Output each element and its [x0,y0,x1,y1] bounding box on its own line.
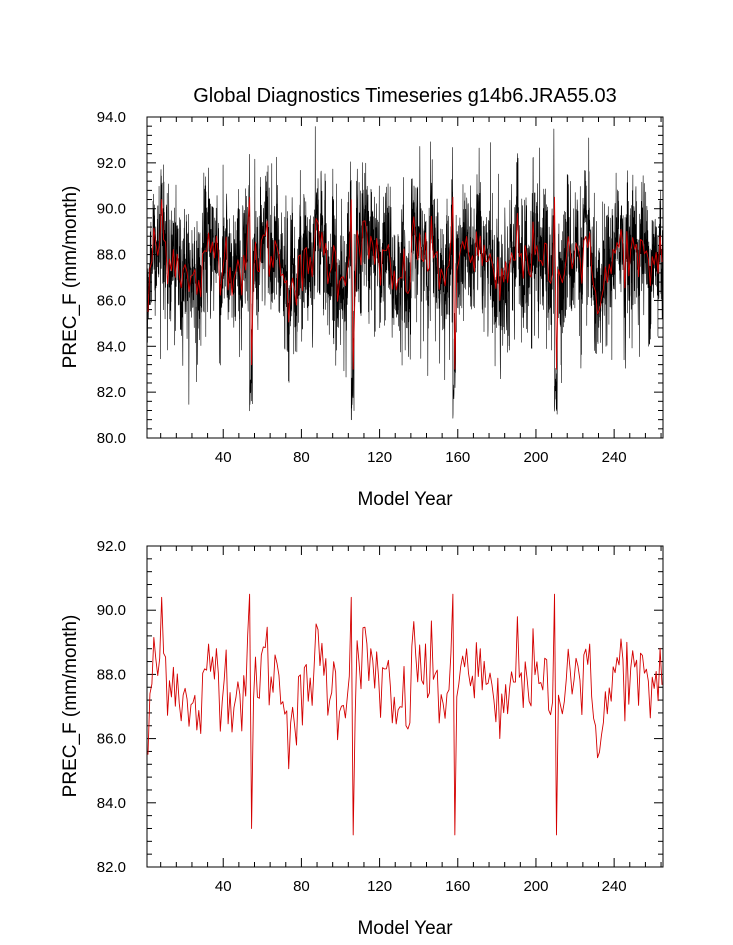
series-line-monthly [146,126,664,421]
y-axis-title: PREC_F (mm/month) [60,186,81,369]
y-tick-label: 80.0 [97,430,126,447]
plot-frame [146,545,664,868]
y-tick-label: 86.0 [97,292,126,309]
x-tick-label: 80 [293,878,310,895]
x-tick-label: 120 [367,449,392,466]
y-tick-label: 92.0 [97,538,126,555]
x-tick-label: 160 [445,878,470,895]
y-tick-label: 84.0 [97,795,126,812]
x-tick-label: 240 [602,449,627,466]
y-tick-label: 82.0 [97,384,126,401]
x-tick-label: 40 [215,449,232,466]
x-tick-label: 200 [523,449,548,466]
y-axis-title: PREC_F (mm/month) [60,615,81,798]
y-tick-label: 88.0 [97,247,126,264]
timeseries-panel-monthly: Global Diagnostics Timeseries g14b6.JRA5… [60,85,664,510]
y-tick-label: 84.0 [97,338,126,355]
x-axis-title: Model Year [357,918,453,939]
y-tick-label: 90.0 [97,602,126,619]
x-tick-label: 120 [367,878,392,895]
y-tick-label: 94.0 [97,109,126,126]
x-tick-label: 200 [523,878,548,895]
y-tick-label: 92.0 [97,155,126,172]
x-tick-label: 80 [293,449,310,466]
axis-ticks [147,545,663,868]
x-tick-label: 40 [215,878,232,895]
y-tick-label: 90.0 [97,201,126,218]
x-tick-label: 160 [445,449,470,466]
plot-frame [146,116,664,439]
series-line-annual [147,196,663,370]
series-line-annual [147,593,663,836]
timeseries-panel-annual: Model Year PREC_F (mm/month) 40 80 120 160 2… [60,538,664,939]
y-tick-label: 86.0 [97,731,126,748]
x-axis-title: Model Year [357,489,453,510]
chart-title: Global Diagnostics Timeseries g14b6.JRA5… [193,85,617,107]
y-tick-label: 82.0 [97,859,126,876]
y-tick-label: 88.0 [97,666,126,683]
x-tick-label: 240 [602,878,627,895]
